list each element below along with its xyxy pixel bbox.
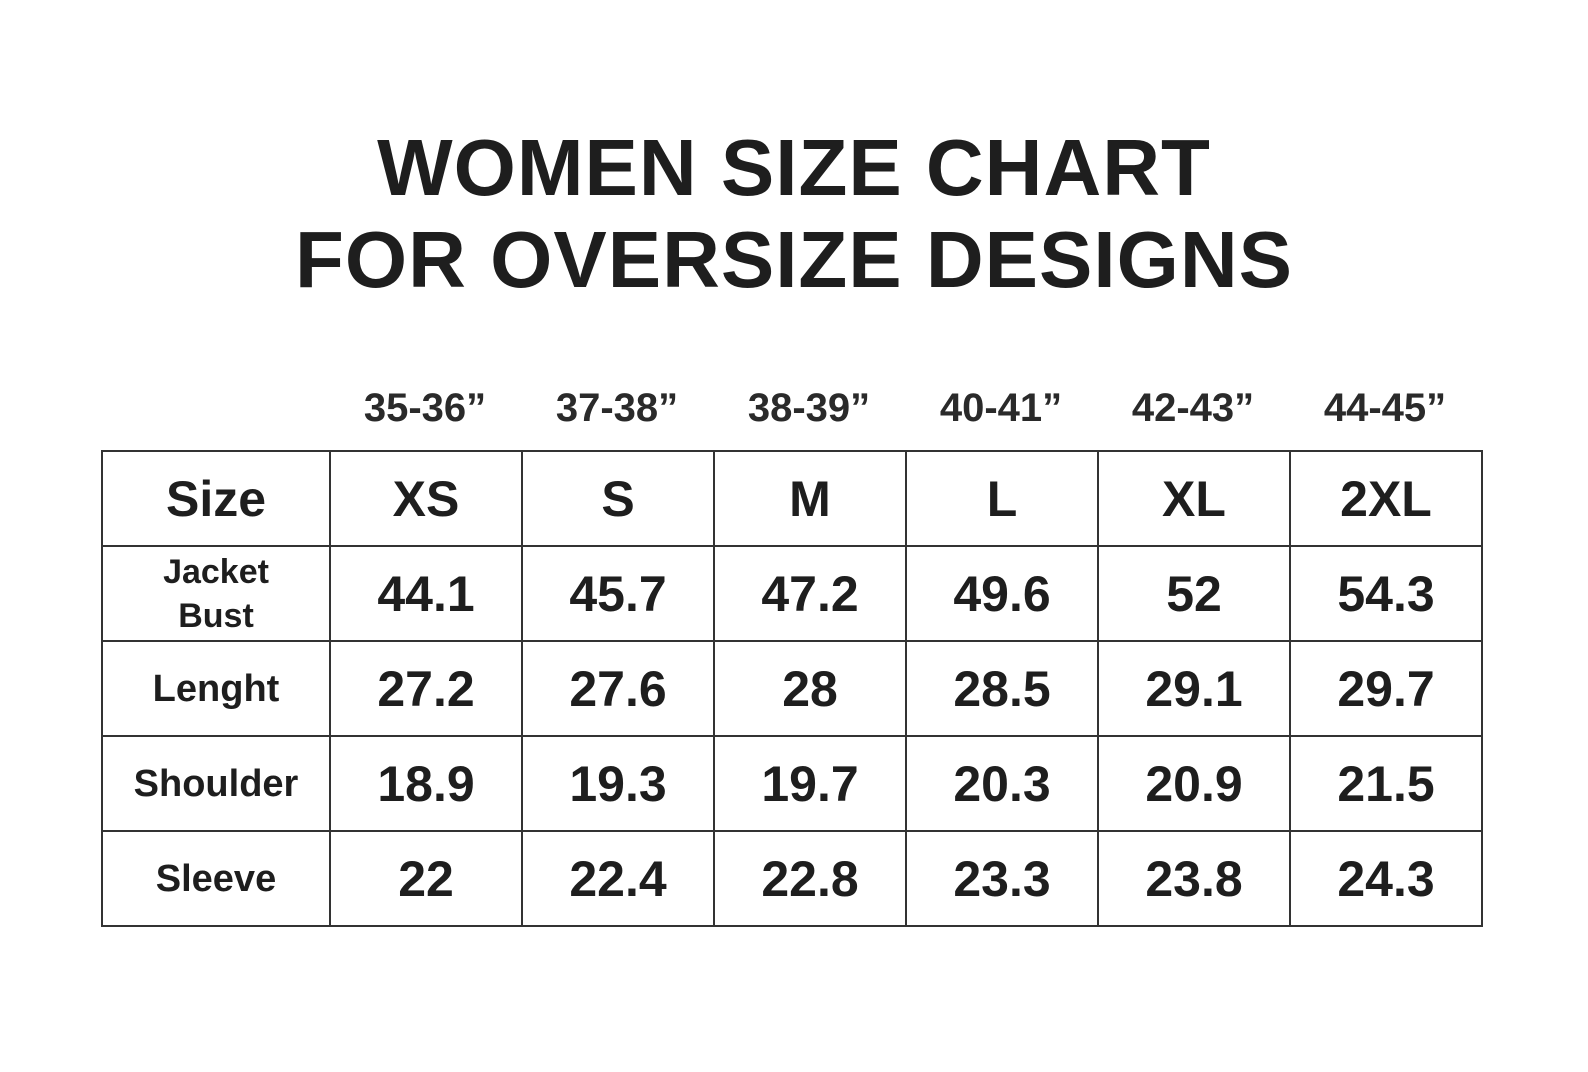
table-cell: 27.6 [521, 640, 715, 737]
size-header: 2XL [1289, 450, 1483, 547]
table-cell: 22 [329, 830, 523, 927]
table-cell: 20.3 [905, 735, 1099, 832]
table-cell: 22.8 [713, 830, 907, 927]
table-cell: 29.7 [1289, 640, 1483, 737]
row-label-line: Bust [178, 596, 254, 635]
size-header: XL [1097, 450, 1291, 547]
table-row: Shoulder 18.9 19.3 19.7 20.3 20.9 21.5 [101, 735, 1483, 832]
table-cell: 23.3 [905, 830, 1099, 927]
title-line-1: WOMEN SIZE CHART [377, 123, 1211, 212]
size-header: XS [329, 450, 523, 547]
row-label: Lenght [101, 640, 331, 737]
table-cell: 27.2 [329, 640, 523, 737]
size-table: Size XS S M L XL 2XL Jacket Bust 44.1 45.7 47.2 49.6… [101, 450, 1483, 927]
table-cell: 28 [713, 640, 907, 737]
row-label: Sleeve [101, 830, 331, 927]
size-header: S [521, 450, 715, 547]
size-header: M [713, 450, 907, 547]
table-cell: 49.6 [905, 545, 1099, 642]
table-cell: 21.5 [1289, 735, 1483, 832]
header-row: Size XS S M L XL 2XL [101, 450, 1483, 547]
table-cell: 24.3 [1289, 830, 1483, 927]
size-header: L [905, 450, 1099, 547]
bust-range-label: 42-43” [1131, 386, 1255, 430]
table-row: Sleeve 22 22.4 22.8 23.3 23.8 24.3 [101, 830, 1483, 927]
bust-range-label: 44-45” [1323, 386, 1447, 430]
table-cell: 44.1 [329, 545, 523, 642]
table-row: Lenght 27.2 27.6 28 28.5 29.1 29.7 [101, 640, 1483, 737]
title-line-2: FOR OVERSIZE DESIGNS [295, 215, 1293, 304]
row-label: Shoulder [101, 735, 331, 832]
table-row: Jacket Bust 44.1 45.7 47.2 49.6 52 54.3 [101, 545, 1483, 642]
table-cell: 22.4 [521, 830, 715, 927]
table-cell: 19.3 [521, 735, 715, 832]
bust-range-label: 40-41” [939, 386, 1063, 430]
table-cell: 52 [1097, 545, 1291, 642]
table-cell: 23.8 [1097, 830, 1291, 927]
bust-range-label: 38-39” [747, 386, 871, 430]
chart-title: WOMEN SIZE CHART FOR OVERSIZE DESIGNS [0, 122, 1588, 306]
table-cell: 54.3 [1289, 545, 1483, 642]
table-cell: 47.2 [713, 545, 907, 642]
table-cell: 28.5 [905, 640, 1099, 737]
table-cell: 19.7 [713, 735, 907, 832]
row-label: Jacket Bust [101, 545, 331, 642]
table-cell: 45.7 [521, 545, 715, 642]
bust-range-label: 37-38” [555, 386, 679, 430]
row-label-line: Jacket [163, 552, 269, 591]
header-label: Size [101, 450, 331, 547]
bust-range-label: 35-36” [363, 386, 487, 430]
bust-range-row: 35-36” 37-38” 38-39” 40-41” 42-43” 44-45” [329, 382, 1481, 434]
table-cell: 29.1 [1097, 640, 1291, 737]
table-cell: 20.9 [1097, 735, 1291, 832]
table-cell: 18.9 [329, 735, 523, 832]
